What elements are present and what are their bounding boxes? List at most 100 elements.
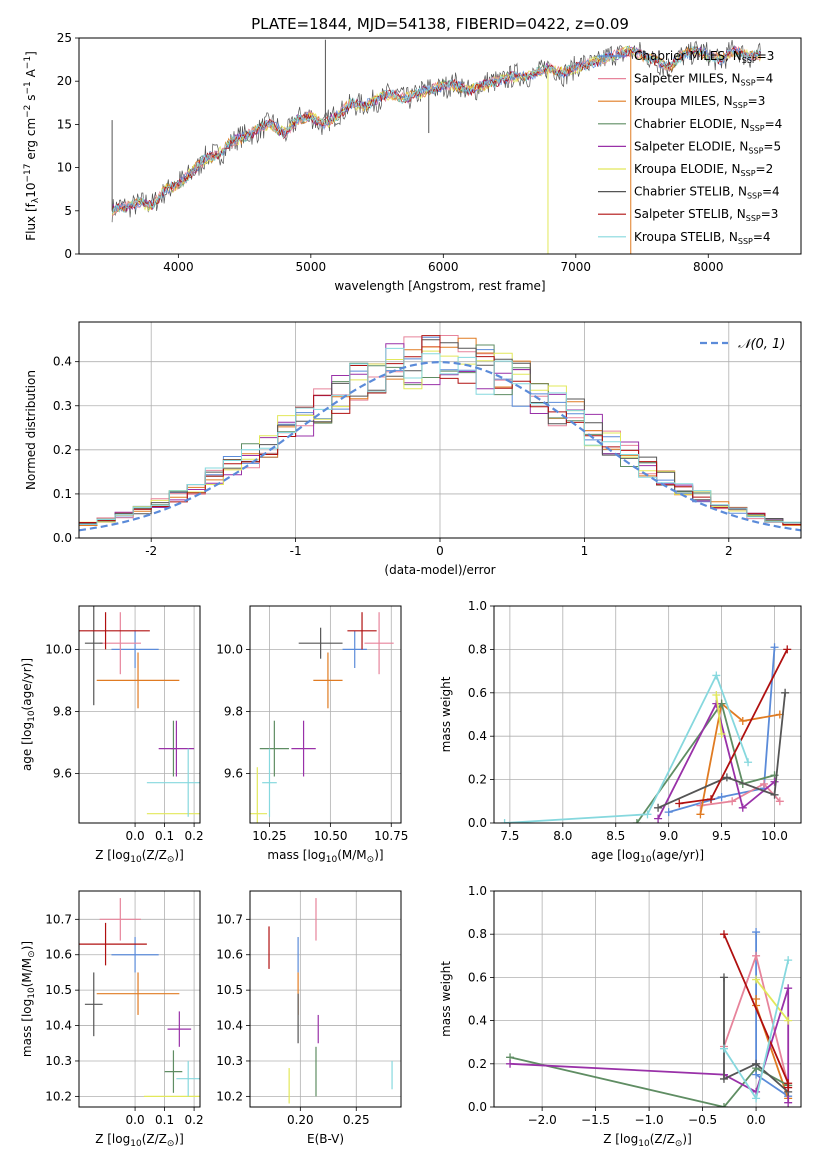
weight-marker-salpeter_stelib <box>783 645 792 654</box>
svg-text:age [log10(age/yr)]: age [log10(age/yr)] <box>20 658 37 771</box>
y-tick-label: 10.4 <box>216 1019 243 1033</box>
weight-marker-chabrier_stelib <box>781 688 790 697</box>
x-tick-label: 4000 <box>163 260 194 274</box>
x-tick-label: 8.0 <box>553 829 572 843</box>
weight-marker-kroupa_stelib <box>712 671 721 680</box>
y-tick-label: 9.6 <box>53 766 72 780</box>
weight-marker-kroupa_elodie <box>712 690 721 699</box>
weight-marker-chabrier_stelib <box>752 1059 761 1068</box>
x-tick-label: 10.0 <box>761 829 788 843</box>
weight-marker-chabrier_miles <box>664 808 673 817</box>
y-tick-label: 0.2 <box>53 443 72 457</box>
axes-frame <box>493 890 802 1108</box>
x-axis-label: (data-model)/error <box>384 563 495 577</box>
y-tick-label: 9.8 <box>224 704 243 718</box>
legend-entry: Salpeter STELIB, NSSP=3 <box>634 207 778 223</box>
weight-marker-salpeter_elodie <box>506 1059 515 1068</box>
weight-marker-salpeter_elodie <box>770 777 779 786</box>
x-tick-label: −0.5 <box>688 1113 717 1127</box>
y-tick-label: 10.4 <box>45 1019 72 1033</box>
y-tick-label: 1.0 <box>468 884 487 898</box>
x-tick-label: 1 <box>581 544 589 558</box>
chart-weight_vs_age: 7.5 8.0 8.5 9.0 9.5 10.0 0.0 0.2 0.4 0.6 0.8 1.0 age… <box>439 599 802 865</box>
x-tick-label: 2 <box>725 544 733 558</box>
x-tick-label: 8000 <box>693 260 724 274</box>
weight-marker-kroupa_stelib <box>500 819 509 823</box>
y-tick-label: 10.3 <box>216 1054 243 1068</box>
weight-marker-salpeter_elodie <box>784 1098 793 1107</box>
y-tick-label: 0.0 <box>468 816 487 830</box>
legend-entry: Chabrier STELIB, NSSP=4 <box>634 185 780 201</box>
legend: 𝒩(0, 1) <box>700 337 785 352</box>
x-tick-label: -1 <box>290 544 302 558</box>
y-tick-label: 10.6 <box>45 948 72 962</box>
chart-mass_vs_ebv: 0.20 0.25 10.2 10.3 10.4 10.5 10.6 10.7 E(B-V) <box>216 890 402 1146</box>
y-tick-label: 0.4 <box>53 355 72 369</box>
x-tick-label: 7.5 <box>500 829 519 843</box>
svg-text:Flux [fλ10−17 erg cm−2 s−1 A−1: Flux [fλ10−17 erg cm−2 s−1 A−1] <box>23 51 41 241</box>
weight-marker-chabrier_stelib <box>770 790 779 799</box>
chart-spectrum: 4000 5000 6000 7000 8000 0 5 10 15 20 25 wavelength… <box>23 31 802 293</box>
y-axis-label: mass weight <box>439 676 453 752</box>
y-tick-label: 0.4 <box>468 729 487 743</box>
axes-frame <box>249 890 402 1108</box>
chart-residuals: -2 -1 0 1 2 0.0 0.1 0.2 0.3 0.4 (data-model)/error… <box>24 321 802 577</box>
y-axis-label: mass [log10(M/M⊙)] <box>20 941 37 1057</box>
axes-frame <box>78 890 201 1108</box>
weight-marker-kroupa_stelib <box>784 956 793 965</box>
errorbars <box>79 898 200 1097</box>
hist-kroupa_stelib <box>79 347 801 525</box>
weight-line-salpeter_elodie <box>657 701 776 820</box>
y-tick-label: 0.6 <box>468 970 487 984</box>
weight-marker-salpeter_miles <box>775 797 784 806</box>
weight-marker-chabrier_elodie <box>719 1103 728 1107</box>
weight-marker-salpeter_miles <box>759 779 768 788</box>
x-tick-label: −1.5 <box>581 1113 610 1127</box>
weight-marker-kroupa_elodie <box>784 1016 793 1025</box>
weight-marker-salpeter_stelib <box>707 795 716 804</box>
y-axis-label: age [log10(age/yr)] <box>20 658 37 771</box>
x-tick-label: 6000 <box>428 260 459 274</box>
y-tick-label: 10.0 <box>45 642 72 656</box>
histograms <box>79 335 801 532</box>
legend-entry: Kroupa ELODIE, NSSP=2 <box>634 162 773 178</box>
weight-marker-chabrier_stelib <box>722 773 731 782</box>
y-tick-label: 10.7 <box>45 912 72 926</box>
normal-curve <box>79 360 801 532</box>
legend-entry: Kroupa MILES, NSSP=3 <box>634 94 765 110</box>
legend: Chabrier MILES, NSSP=3 Salpeter MILES, NS… <box>598 49 782 246</box>
x-tick-label: −1.0 <box>635 1113 664 1127</box>
weight-marker-salpeter_miles <box>752 951 761 960</box>
x-tick-label: 0.1 <box>155 1113 174 1127</box>
chart-age_vs_mass: 10.25 10.50 10.75 9.6 9.8 10.0 mass [log10(M/M… <box>216 605 408 865</box>
weight-marker-chabrier_miles <box>717 792 726 801</box>
weight-line-chabrier_elodie <box>636 701 775 823</box>
y-tick-label: 0.8 <box>468 642 487 656</box>
x-axis-label: Z [log10(Z/Z⊙)] <box>95 1132 184 1149</box>
weight-marker-salpeter_elodie <box>784 984 793 993</box>
x-tick-label: 10.75 <box>374 829 408 843</box>
y-tick-label: 0.6 <box>468 686 487 700</box>
x-tick-label: 0.2 <box>185 829 204 843</box>
errorbars <box>268 898 393 1104</box>
y-tick-label: 10.5 <box>216 983 243 997</box>
weight-line-kroupa_elodie <box>715 694 723 735</box>
y-tick-label: 9.8 <box>53 704 72 718</box>
x-tick-label: 8.5 <box>606 829 625 843</box>
axes-frame <box>78 605 201 824</box>
x-tick-label: 0.0 <box>126 829 145 843</box>
y-tick-label: 0.0 <box>468 1100 487 1114</box>
x-tick-label: 5000 <box>296 260 327 274</box>
weight-marker-kroupa_stelib <box>752 1094 761 1103</box>
weight-marker-chabrier_miles <box>752 928 761 937</box>
weight-marker-kroupa_elodie <box>752 975 761 984</box>
y-tick-label: 10.7 <box>216 912 243 926</box>
x-tick-label: 10.25 <box>252 829 286 843</box>
y-tick-label: 10.2 <box>45 1089 72 1103</box>
axes-frame <box>493 605 802 824</box>
y-tick-label: 10.6 <box>216 948 243 962</box>
weight-line-kroupa_elodie <box>755 979 789 1022</box>
y-tick-label: 20 <box>57 74 72 88</box>
y-tick-label: 10.3 <box>45 1054 72 1068</box>
x-axis-label: mass [log10(M/M⊙)] <box>267 848 383 865</box>
